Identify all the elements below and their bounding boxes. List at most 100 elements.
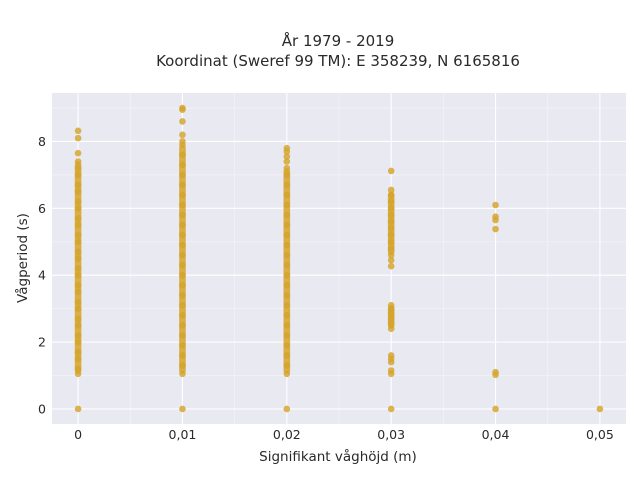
data-point	[492, 405, 499, 413]
data-point	[74, 231, 82, 239]
y-axis-title: Vågperiod (s)	[14, 213, 31, 303]
data-point	[283, 342, 291, 349]
data-point	[283, 241, 291, 249]
data-point-cluster	[283, 168, 291, 374]
data-point	[179, 322, 186, 329]
data-point	[74, 255, 82, 262]
data-point	[387, 320, 395, 327]
data-point	[179, 405, 186, 413]
x-tick-label: 0,01	[169, 427, 197, 442]
data-point	[179, 106, 186, 114]
data-point	[74, 338, 82, 346]
data-point	[387, 205, 395, 212]
data-point	[283, 221, 291, 229]
data-point	[179, 261, 186, 269]
data-point	[74, 127, 82, 135]
data-point	[283, 332, 291, 339]
data-point	[283, 181, 291, 189]
data-point	[283, 312, 291, 319]
data-point	[74, 248, 82, 256]
data-point	[283, 191, 291, 199]
data-point	[74, 158, 82, 165]
data-point	[387, 262, 395, 270]
data-point	[387, 315, 395, 322]
data-point	[74, 332, 82, 339]
data-point	[179, 231, 186, 239]
x-tick-label: 0	[74, 427, 82, 442]
x-tick-label: 0,05	[586, 427, 614, 442]
data-point	[74, 370, 82, 378]
data-point	[283, 370, 291, 378]
x-tick-label: 0,02	[273, 427, 301, 442]
data-point	[283, 158, 291, 165]
data-point	[74, 181, 82, 189]
data-point	[283, 261, 291, 269]
data-point	[179, 211, 186, 219]
data-point	[74, 348, 82, 356]
data-point	[283, 148, 291, 155]
data-point	[74, 305, 82, 312]
data-point	[74, 288, 82, 296]
data-point	[74, 271, 82, 279]
x-tick-label: 0,04	[482, 427, 510, 442]
data-point	[283, 201, 291, 209]
data-point	[283, 231, 291, 239]
data-point	[179, 332, 186, 339]
chart-subtitle: Koordinat (Sweref 99 TM): E 358239, N 61…	[156, 52, 520, 70]
data-point	[387, 245, 395, 252]
data-point	[283, 281, 291, 289]
data-point	[283, 211, 291, 219]
data-point	[283, 291, 291, 299]
data-point	[179, 271, 186, 279]
data-point	[387, 325, 395, 333]
data-point	[179, 251, 186, 259]
data-point	[179, 131, 186, 139]
data-point	[179, 370, 186, 378]
data-point	[387, 251, 395, 259]
data-point	[179, 201, 186, 209]
data-point	[387, 211, 395, 219]
data-point	[387, 370, 395, 378]
data-point	[179, 181, 186, 189]
data-point	[283, 405, 291, 413]
data-point	[283, 153, 291, 160]
data-point	[492, 216, 499, 224]
data-point-cluster	[179, 144, 186, 374]
y-tick-label: 0	[38, 401, 46, 416]
data-point	[283, 302, 291, 309]
data-point	[387, 238, 395, 246]
data-point	[283, 362, 291, 369]
y-tick-label: 6	[38, 201, 46, 216]
data-point	[74, 365, 82, 373]
data-point	[74, 281, 82, 289]
data-point	[179, 161, 186, 169]
data-point	[74, 298, 82, 306]
data-point	[283, 322, 291, 329]
data-point	[179, 118, 186, 125]
x-tick-label: 0,03	[377, 427, 405, 442]
data-point	[179, 221, 186, 229]
data-point	[74, 134, 82, 142]
data-point	[283, 251, 291, 259]
data-point	[283, 271, 291, 279]
data-point	[179, 151, 186, 159]
data-point	[179, 241, 186, 249]
data-point	[179, 171, 186, 179]
data-point	[387, 186, 395, 194]
data-point	[492, 371, 499, 379]
data-point	[74, 355, 82, 363]
data-point	[74, 188, 82, 195]
data-point	[283, 164, 291, 172]
data-points	[74, 104, 604, 413]
data-point	[74, 405, 82, 413]
data-point	[387, 310, 395, 317]
data-point	[74, 149, 82, 157]
data-point	[74, 198, 82, 205]
data-point	[179, 352, 186, 359]
axis-ticks: 0 0,01 0,02 0,03 0,04 0,05 0 2 4 6 8	[38, 134, 614, 442]
data-point	[74, 265, 82, 272]
data-point	[179, 291, 186, 299]
y-tick-label: 8	[38, 134, 46, 149]
data-point	[74, 322, 82, 329]
